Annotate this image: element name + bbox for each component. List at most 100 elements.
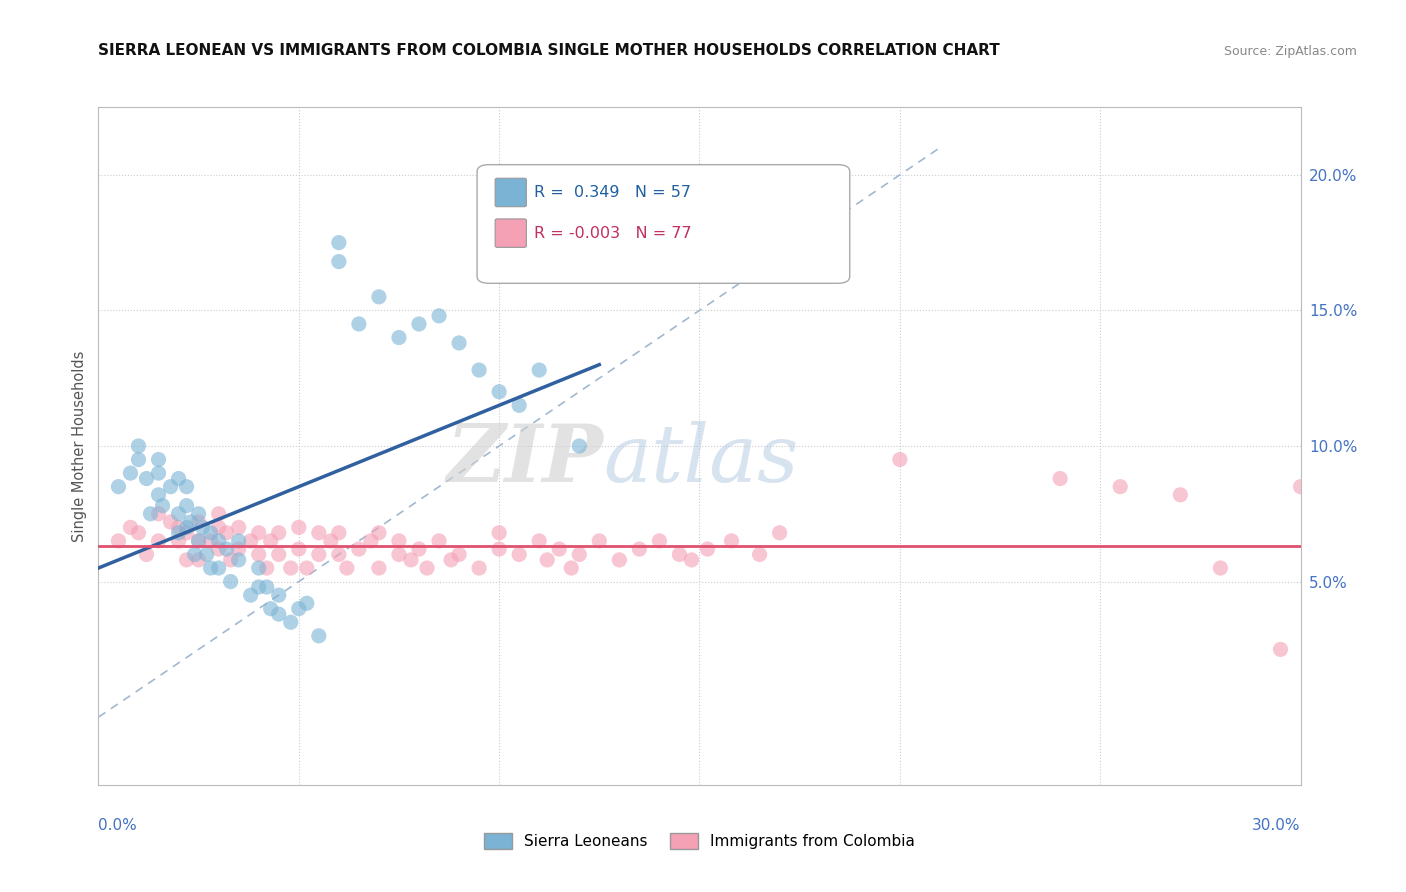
Point (388, 533, 411, 548)
Point (187, 533, 209, 548)
Point (308, 525, 330, 540)
Point (120, 520, 142, 534)
Legend: Sierra Leoneans, Immigrants from Colombia: Sierra Leoneans, Immigrants from Colombi… (478, 827, 921, 855)
Point (280, 615, 302, 630)
Point (336, 561, 359, 575)
Point (295, 561, 318, 575)
Point (1170, 488, 1192, 502)
Point (288, 601, 311, 615)
FancyBboxPatch shape (477, 165, 849, 284)
Point (208, 533, 231, 548)
Point (167, 471, 190, 485)
Point (447, 335, 470, 350)
Point (267, 607, 290, 621)
Point (308, 629, 330, 643)
Point (247, 580, 270, 594)
Point (319, 533, 342, 548)
Point (200, 561, 222, 575)
Point (508, 398, 530, 412)
FancyBboxPatch shape (495, 178, 526, 207)
Point (152, 499, 174, 513)
Point (159, 515, 181, 529)
Point (508, 548, 530, 562)
Point (447, 548, 470, 562)
Text: Source: ZipAtlas.com: Source: ZipAtlas.com (1223, 45, 1357, 58)
Point (107, 533, 129, 548)
Point (568, 548, 591, 562)
Point (368, 290, 391, 304)
Point (239, 533, 262, 548)
Point (488, 525, 510, 540)
Point (139, 507, 162, 521)
Point (239, 588, 262, 602)
Point (148, 452, 170, 467)
Point (609, 553, 631, 567)
Point (681, 553, 703, 567)
Point (529, 363, 551, 377)
Point (696, 542, 718, 557)
Point (187, 515, 209, 529)
Point (176, 525, 198, 540)
Point (388, 330, 411, 344)
Point (247, 561, 270, 575)
Point (568, 439, 591, 453)
Point (648, 533, 671, 548)
Point (135, 471, 157, 485)
Point (176, 480, 198, 494)
Point (427, 533, 450, 548)
FancyBboxPatch shape (495, 219, 526, 247)
Y-axis label: Single Mother Households: Single Mother Households (72, 351, 87, 541)
Point (208, 507, 231, 521)
Text: ZIP: ZIP (447, 421, 603, 499)
Point (668, 168, 690, 182)
Point (328, 235, 350, 250)
Point (440, 553, 463, 567)
Point (1109, 480, 1132, 494)
Text: SIERRA LEONEAN VS IMMIGRANTS FROM COLOMBIA SINGLE MOTHER HOUSEHOLDS CORRELATION : SIERRA LEONEAN VS IMMIGRANTS FROM COLOMB… (98, 43, 1000, 58)
Point (488, 542, 510, 557)
Point (260, 601, 283, 615)
Point (128, 525, 150, 540)
Point (609, 209, 631, 223)
Point (288, 520, 311, 534)
Point (1289, 480, 1312, 494)
Point (228, 553, 250, 567)
Text: 0.0%: 0.0% (98, 817, 138, 832)
Point (247, 548, 270, 562)
Point (208, 561, 231, 575)
Point (208, 520, 231, 534)
Point (668, 548, 690, 562)
Point (148, 466, 170, 480)
Point (187, 533, 209, 548)
Point (1209, 561, 1232, 575)
Point (256, 561, 278, 575)
Text: atlas: atlas (603, 421, 799, 499)
Point (388, 548, 411, 562)
Point (748, 548, 770, 562)
Point (187, 507, 209, 521)
Point (720, 533, 742, 548)
Point (176, 499, 198, 513)
Point (260, 533, 283, 548)
Point (159, 480, 181, 494)
Point (360, 533, 382, 548)
Point (295, 596, 318, 610)
Point (256, 580, 278, 594)
Point (408, 542, 430, 557)
Point (167, 520, 190, 534)
Text: R =  0.349   N = 57: R = 0.349 N = 57 (534, 185, 690, 200)
Point (247, 525, 270, 540)
Text: 30.0%: 30.0% (1253, 817, 1301, 832)
Point (769, 525, 792, 540)
Point (328, 525, 350, 540)
Point (167, 533, 190, 548)
Point (135, 548, 157, 562)
Point (228, 542, 250, 557)
Point (167, 507, 190, 521)
Point (228, 533, 250, 548)
Point (200, 525, 222, 540)
Point (468, 561, 491, 575)
Point (148, 507, 170, 521)
Point (368, 525, 391, 540)
Point (219, 553, 242, 567)
